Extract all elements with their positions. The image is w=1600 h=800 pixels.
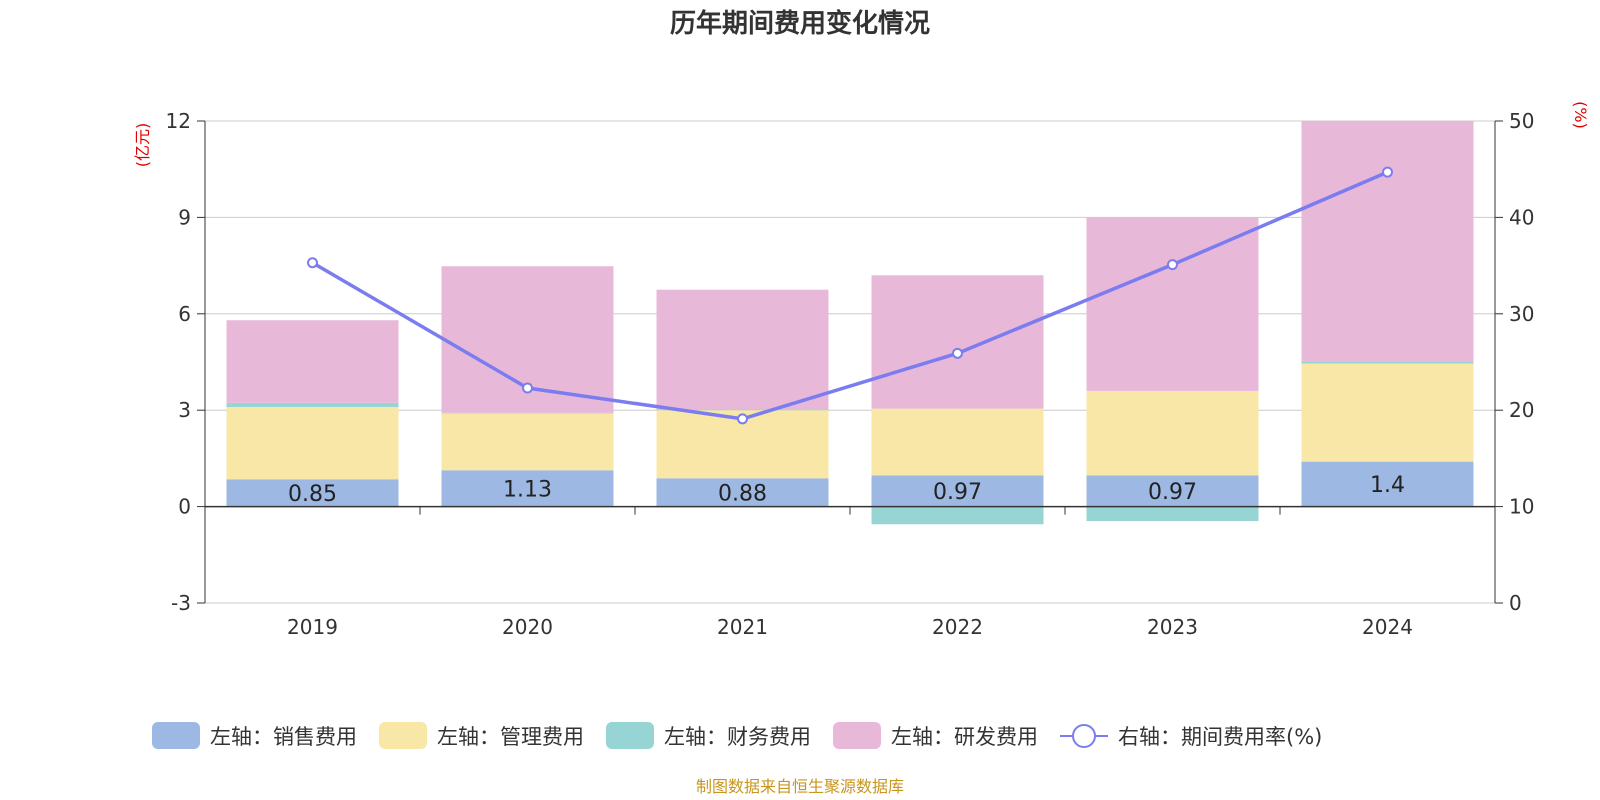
rate-point (1382, 166, 1393, 178)
axes: -3 0 3 6 9 12 0 10 20 30 40 50 2019 2020 2021 2022 2023 2… (166, 109, 1535, 639)
bar-value-label: 0.85 (288, 482, 337, 507)
category-label: 2019 (287, 615, 338, 639)
left-tick-label: -3 (171, 591, 191, 615)
source-note: 制图数据来自恒生聚源数据库 (696, 777, 904, 796)
legend-item-sales: 左轴：销售费用 (152, 722, 357, 749)
right-axis-unit: (%) (1571, 101, 1590, 129)
bar-finance (871, 506, 1044, 525)
category-label: 2024 (1362, 615, 1413, 639)
data-labels: 0.85 1.13 0.88 0.97 0.97 1.4 (288, 473, 1405, 507)
category-label: 2023 (1147, 615, 1198, 639)
bar-admin (1086, 390, 1259, 476)
right-tick-label: 50 (1509, 109, 1534, 133)
rate-point (307, 257, 318, 269)
left-tick-label: 0 (178, 495, 191, 519)
left-tick-label: 3 (178, 398, 191, 422)
bar-sales (441, 470, 614, 507)
bars (226, 121, 1474, 525)
bar-value-label: 0.97 (1148, 480, 1197, 505)
right-tick-label: 20 (1509, 398, 1534, 422)
bar-finance (1301, 362, 1474, 364)
bar-finance (441, 412, 614, 414)
left-axis-unit: (亿元) (133, 123, 152, 168)
legend-label: 左轴：研发费用 (891, 725, 1038, 749)
bar-admin (226, 406, 399, 480)
legend-swatch (379, 722, 427, 749)
left-tick-label: 6 (178, 302, 191, 326)
bar-sales (1301, 461, 1474, 507)
bar-value-label: 0.88 (718, 481, 767, 506)
legend-label: 左轴：销售费用 (210, 725, 357, 749)
right-tick-label: 10 (1509, 495, 1534, 519)
left-tick-label: 12 (166, 109, 191, 133)
bar-value-label: 1.4 (1370, 473, 1405, 498)
bar-rnd (1301, 121, 1474, 362)
rate-point (522, 382, 533, 394)
bar-admin (1301, 363, 1474, 462)
legend: 左轴：销售费用 左轴：管理费用 左轴：财务费用 左轴：研发费用 右轴：期间费用率(%) (152, 722, 1322, 749)
rate-point (952, 347, 963, 359)
right-tick-label: 0 (1509, 591, 1522, 615)
chart-title: 历年期间费用变化情况 (670, 8, 930, 39)
bar-sales (656, 478, 829, 507)
rate-point (1167, 259, 1178, 271)
line-series (307, 166, 1393, 425)
legend-swatch (833, 722, 881, 749)
legend-item-line: 右轴：期间费用率(%) (1060, 724, 1322, 749)
bar-admin (441, 413, 614, 471)
bar-sales (871, 475, 1044, 507)
left-tick-label: 9 (178, 205, 191, 229)
bar-rnd (1086, 217, 1259, 391)
legend-item-finance: 左轴：财务费用 (606, 722, 811, 749)
bar-admin (871, 408, 1044, 476)
category-label: 2022 (932, 615, 983, 639)
category-label: 2021 (717, 615, 768, 639)
bar-sales (226, 479, 399, 507)
legend-swatch (606, 722, 654, 749)
bar-finance (656, 409, 829, 411)
legend-label: 右轴：期间费用率(%) (1118, 725, 1322, 749)
bar-sales (1086, 475, 1259, 507)
rate-line (311, 170, 1389, 421)
legend-marker-swatch (1072, 724, 1096, 748)
legend-label: 左轴：管理费用 (437, 725, 584, 749)
legend-item-admin: 左轴：管理费用 (379, 722, 584, 749)
bar-rnd (871, 275, 1044, 409)
right-tick-label: 40 (1509, 205, 1534, 229)
rate-point (737, 413, 748, 425)
bar-rnd (656, 289, 829, 410)
bar-rnd (226, 320, 399, 403)
legend-swatch (152, 722, 200, 749)
category-label: 2020 (502, 615, 553, 639)
bar-value-label: 0.97 (933, 480, 982, 505)
right-tick-label: 30 (1509, 302, 1534, 326)
legend-item-rnd: 左轴：研发费用 (833, 722, 1038, 749)
legend-label: 左轴：财务费用 (664, 725, 811, 749)
bar-finance (1086, 506, 1259, 522)
bar-finance (226, 402, 399, 407)
bar-value-label: 1.13 (503, 477, 552, 502)
